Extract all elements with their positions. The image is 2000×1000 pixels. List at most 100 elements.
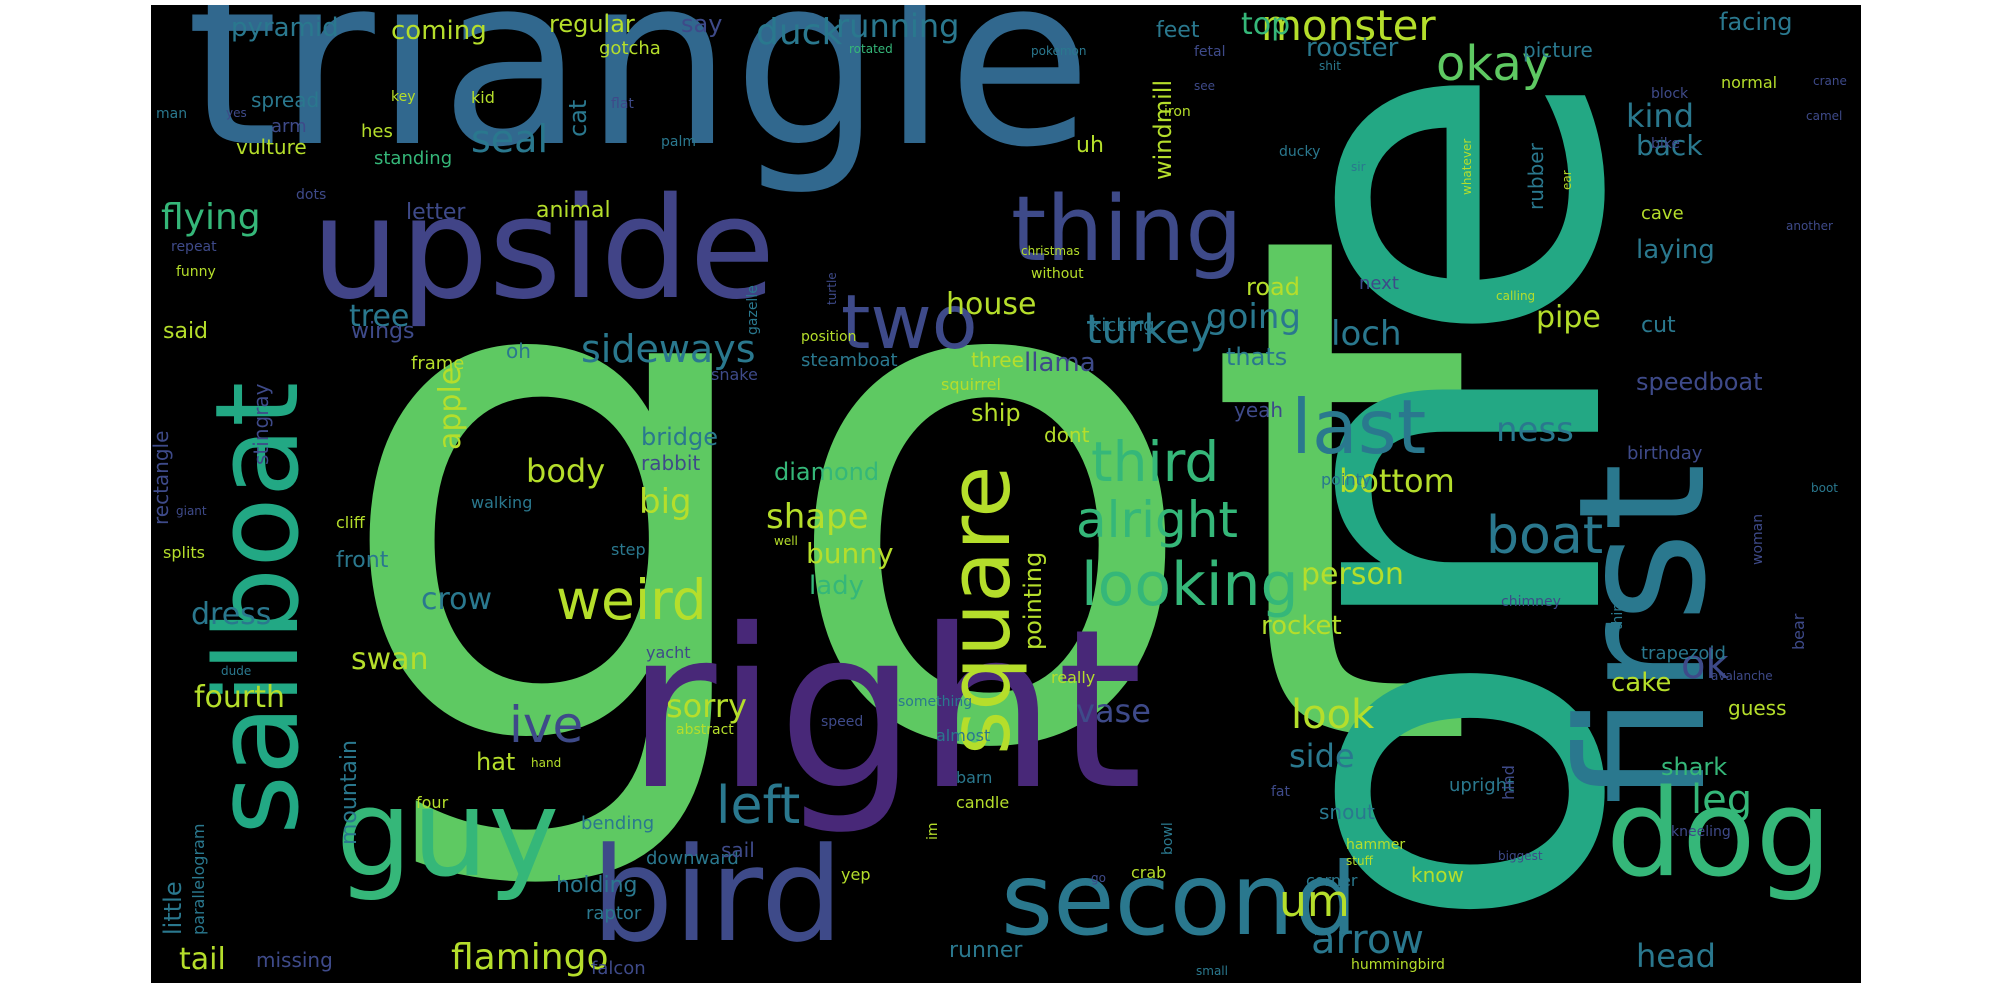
word-left: left xyxy=(716,776,801,836)
word-hes: hes xyxy=(361,121,393,142)
word-holding: holding xyxy=(556,873,638,898)
word-iron: iron xyxy=(1164,104,1191,120)
word-upright: upright xyxy=(1449,775,1515,796)
word-chimney: chimney xyxy=(1501,594,1561,610)
word-walking: walking xyxy=(471,493,533,512)
word-going: going xyxy=(1206,297,1301,337)
word-standing: standing xyxy=(374,148,453,169)
word-regular: regular xyxy=(549,10,635,38)
word-fourth: fourth xyxy=(194,680,286,715)
word-third: third xyxy=(1091,430,1220,494)
word-man: man xyxy=(156,106,188,122)
word-two: two xyxy=(841,278,978,366)
word-sail: sail xyxy=(721,838,755,862)
word-funny: funny xyxy=(176,264,216,280)
word-front: front xyxy=(336,548,389,573)
word-yeah: yeah xyxy=(1234,398,1284,422)
word-cut: cut xyxy=(1641,313,1676,338)
word-loch: loch xyxy=(1331,314,1402,354)
word-small: small xyxy=(1196,964,1228,978)
word-tail: tail xyxy=(179,942,226,977)
word-big: big xyxy=(639,482,692,522)
word-rooster: rooster xyxy=(1306,33,1399,63)
word-feet: feet xyxy=(1156,18,1200,43)
word-boat: boat xyxy=(1486,506,1604,566)
word-bike: bike xyxy=(1651,136,1680,152)
word-ness: ness xyxy=(1496,410,1574,450)
word-guy: guy xyxy=(336,765,560,904)
word-four: four xyxy=(416,793,449,812)
word-thats: thats xyxy=(1226,343,1288,371)
word-uh: uh xyxy=(1076,133,1104,158)
word-back: back xyxy=(1636,129,1703,162)
word-last: last xyxy=(1291,383,1427,471)
word-bridge: bridge xyxy=(641,423,719,451)
word-coming: coming xyxy=(391,16,487,46)
word-birthday: birthday xyxy=(1627,443,1703,464)
word-pipe: pipe xyxy=(1536,300,1601,335)
word-arrow: arrow xyxy=(1311,917,1425,963)
word-oh: oh xyxy=(506,339,531,363)
word-trapezoid: trapezoid xyxy=(1641,643,1726,664)
word-sideways: sideways xyxy=(581,327,756,371)
word-im: im xyxy=(925,822,941,840)
word-facing: facing xyxy=(1719,8,1793,36)
word-yes: yes xyxy=(226,106,247,120)
word-crab: crab xyxy=(1131,863,1167,882)
word-flying: flying xyxy=(161,197,261,238)
word-candle: candle xyxy=(956,793,1010,812)
word-next: next xyxy=(1359,273,1399,294)
word-steamboat: steamboat xyxy=(801,350,898,371)
word-guess: guess xyxy=(1728,696,1787,720)
word-square: square xyxy=(931,465,1030,755)
word-corner: corner xyxy=(1306,871,1358,890)
word-look: look xyxy=(1291,692,1375,738)
word-really: really xyxy=(1051,668,1096,687)
word-pointy: pointy xyxy=(1321,470,1372,489)
word-bowl: bowl xyxy=(1160,822,1176,855)
word-block: block xyxy=(1651,86,1689,102)
word-vulture: vulture xyxy=(236,135,307,159)
word-cat: cat xyxy=(564,99,592,137)
word-llama: llama xyxy=(1024,348,1096,378)
word-camel: camel xyxy=(1806,109,1843,123)
word-head: head xyxy=(1636,937,1716,975)
word-dog: dog xyxy=(1606,765,1832,904)
word-shape: shape xyxy=(766,497,869,537)
word-biggest: biggest xyxy=(1498,849,1543,863)
word-kid: kid xyxy=(471,88,495,107)
word-christmas: christmas xyxy=(1021,244,1080,258)
word-raptor: raptor xyxy=(586,903,642,924)
word-got: got xyxy=(331,87,1479,902)
word-um: um xyxy=(1279,876,1350,927)
word-kicking: kicking xyxy=(1091,315,1155,336)
word-fetal: fetal xyxy=(1194,44,1226,60)
word-stuff: stuff xyxy=(1346,854,1373,868)
word-duck: duck xyxy=(756,12,843,53)
word-little: little xyxy=(159,881,187,935)
word-hind: hind xyxy=(1499,765,1518,800)
word-yacht: yacht xyxy=(646,643,691,662)
word-person: person xyxy=(1301,557,1404,592)
word-lady: lady xyxy=(809,571,865,601)
word-splits: splits xyxy=(163,543,205,562)
word-shit: shit xyxy=(1319,59,1341,73)
word-ear: ear xyxy=(1560,170,1574,190)
word-laying: laying xyxy=(1636,235,1715,265)
word-dude: dude xyxy=(221,664,252,678)
word-vase: vase xyxy=(1076,692,1151,730)
word-abstract: abstract xyxy=(676,722,734,738)
word-ok: ok xyxy=(1681,642,1729,688)
word-bird: bird xyxy=(591,819,844,971)
word-palm: palm xyxy=(661,134,696,150)
word-gotcha: gotcha xyxy=(599,38,661,59)
word-windmill: windmill xyxy=(1149,79,1177,180)
word-almost: almost xyxy=(936,726,991,745)
word-second: second xyxy=(1001,841,1358,958)
word-sir: sir xyxy=(1351,160,1366,174)
word-see: see xyxy=(1194,79,1216,93)
word-pyramid: pyramid xyxy=(231,13,339,43)
word-go: go xyxy=(1091,871,1106,885)
word-bending: bending xyxy=(581,813,655,834)
